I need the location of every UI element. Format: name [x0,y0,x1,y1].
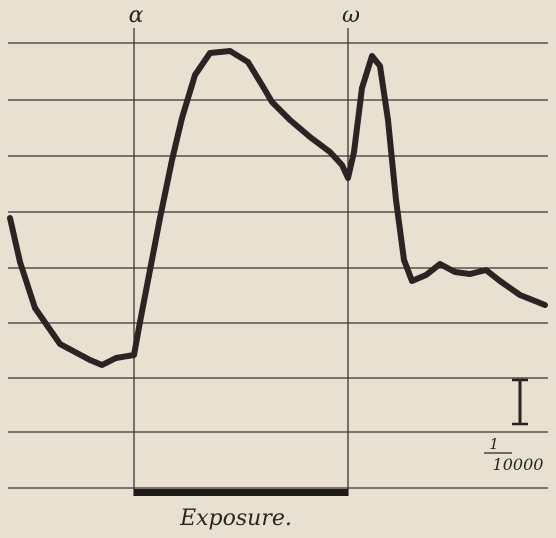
scale-numerator: 1 [489,435,499,453]
caption: Exposure. [179,506,292,531]
scale-denominator: 10000 [493,455,544,474]
horizontal-rules [8,42,548,489]
alpha-label: α [129,3,144,28]
scale-bar [512,378,528,426]
response-curve [7,48,548,368]
exposure-bar [134,489,348,496]
omega-label: ω [342,3,360,28]
